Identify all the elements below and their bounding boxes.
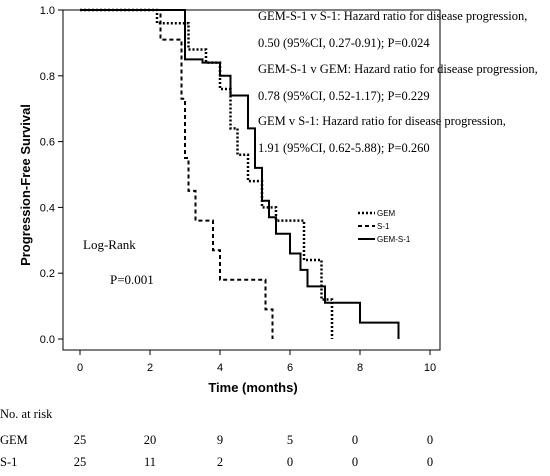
risk-cell: 11 <box>144 455 156 469</box>
legend-label: GEM-S-1 <box>377 235 411 244</box>
risk-table-title: No. at risk <box>0 407 53 421</box>
annotation-line: GEM-S-1 v GEM: Hazard ratio for disease … <box>258 62 538 76</box>
annotation-line: 0.78 (95%CI, 0.52-1.17); P=0.229 <box>258 89 430 103</box>
x-tick-label: 4 <box>217 362 223 374</box>
y-tick-label: 0.8 <box>40 71 55 83</box>
hazard-ratio-annotations: GEM-S-1 v S-1: Hazard ratio for disease … <box>258 9 538 155</box>
risk-cell: 0 <box>427 433 433 447</box>
legend: GEM S-1 GEM-S-1 <box>358 209 411 244</box>
y-tick-label: 0.6 <box>40 137 55 149</box>
y-axis-label: Progression-Free Survival <box>18 104 33 266</box>
axes: 0 2 4 6 8 10 0.0 0.2 0.4 0.6 0.8 1.0 <box>40 5 441 374</box>
plot-frame <box>62 9 441 351</box>
risk-table: No. at riskGEM25209500S-125112000GEM-S-1… <box>0 407 433 469</box>
x-tick-label: 0 <box>77 362 83 374</box>
risk-cell: 25 <box>74 433 87 447</box>
y-tick-label: 0.4 <box>40 202 55 214</box>
series-layer <box>80 8 400 339</box>
x-tick-label: 6 <box>287 362 293 374</box>
y-tick-label: 1.0 <box>40 5 55 17</box>
x-tick-label: 10 <box>424 362 436 374</box>
risk-cell: 20 <box>144 433 157 447</box>
series-line-s-1 <box>80 9 274 339</box>
risk-cell: 0 <box>287 455 293 469</box>
annotation-line: GEM-S-1 v S-1: Hazard ratio for disease … <box>258 9 527 23</box>
risk-row-label: S-1 <box>0 455 17 469</box>
logrank-p-value: P=0.001 <box>110 272 154 287</box>
legend-label: GEM <box>377 209 396 218</box>
annotation-line: 1.91 (95%CI, 0.62-5.88); P=0.260 <box>258 141 430 155</box>
annotation-line: 0.50 (95%CI, 0.27-0.91); P=0.024 <box>258 36 430 50</box>
legend-label: S-1 <box>377 222 390 231</box>
risk-cell: 0 <box>352 455 358 469</box>
logrank-label: Log-Rank <box>83 237 136 252</box>
x-axis-label: Time (months) <box>208 380 297 395</box>
y-tick-label: 0.0 <box>40 334 55 346</box>
x-tick-label: 8 <box>357 362 363 374</box>
series-line-gem <box>80 8 334 339</box>
x-tick-label: 2 <box>147 362 153 374</box>
annotation-line: GEM v S-1: Hazard ratio for disease prog… <box>258 114 506 128</box>
risk-cell: 25 <box>74 455 87 469</box>
risk-cell: 0 <box>352 433 358 447</box>
series-line-gem-s-1 <box>80 9 400 339</box>
risk-cell: 5 <box>287 433 293 447</box>
risk-cell: 9 <box>217 433 223 447</box>
risk-row-label: GEM <box>0 433 28 447</box>
risk-cell: 2 <box>217 455 223 469</box>
y-tick-label: 0.2 <box>40 268 55 280</box>
risk-cell: 0 <box>427 455 433 469</box>
